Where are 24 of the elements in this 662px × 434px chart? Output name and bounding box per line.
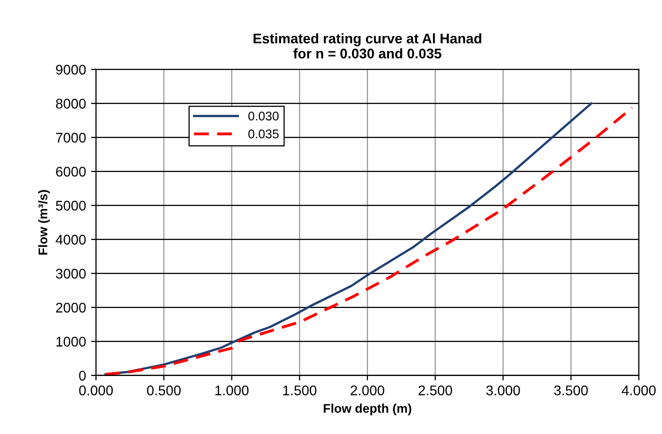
x-tick-label: 2.000: [350, 386, 384, 396]
y-tick-label: 7000: [56, 132, 86, 143]
y-axis-title: Flow (m³/s): [38, 190, 50, 255]
y-tick-label: 8000: [56, 98, 86, 109]
y-tick-label: 4000: [56, 234, 86, 245]
x-tick-label: 1.000: [215, 386, 249, 396]
x-tick-label: 3.000: [486, 386, 520, 396]
x-tick-label: 0.500: [147, 386, 181, 396]
y-tick-label: 9000: [56, 64, 86, 75]
y-tick-label: 3000: [56, 268, 86, 279]
x-tick-label: 2.500: [418, 386, 452, 396]
y-tick-label: 6000: [56, 166, 86, 177]
y-tick-label: 5000: [56, 200, 86, 211]
legend-label: 0.035: [248, 130, 279, 138]
y-tick-label: 2000: [56, 302, 86, 313]
x-tick-label: 0.000: [79, 386, 113, 396]
chart-title: Estimated rating curve at Al Hanad for n = 0.030 and 0.035: [254, 33, 482, 58]
x-tick-label: 3.500: [554, 386, 588, 396]
x-tick-label: 4.000: [622, 386, 656, 396]
x-tick-label: 1.500: [283, 386, 316, 396]
legend-label: 0.030: [248, 112, 279, 120]
x-axis-title: Flow depth (m): [324, 404, 412, 416]
y-tick-label: 1000: [56, 336, 86, 347]
y-tick-label: 0: [79, 370, 86, 381]
